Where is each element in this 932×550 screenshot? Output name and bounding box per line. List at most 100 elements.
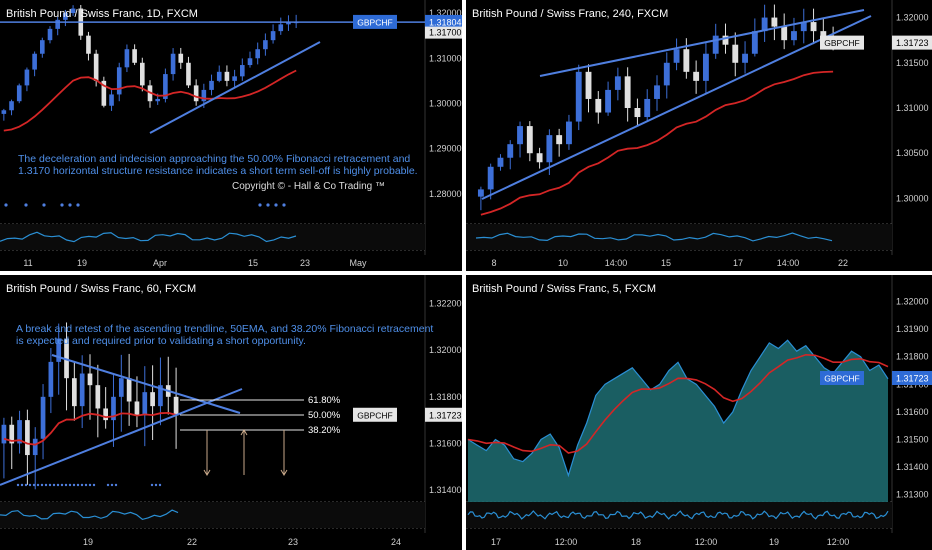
candle-body [556, 135, 563, 145]
candle-body [55, 19, 60, 29]
x-tick-label: 10 [558, 258, 568, 268]
panel-divider-horizontal [0, 271, 932, 275]
candle-body [173, 396, 179, 416]
candle-body [507, 144, 514, 158]
candle-body [240, 65, 245, 77]
panel-top-left[interactable]: 1.28000 1.29000 1.30000 1.31000 1.32000 11 19 A… [0, 0, 462, 271]
candle-body [150, 392, 155, 407]
candle-body [193, 85, 199, 102]
candle-body [693, 71, 700, 81]
candle-body [654, 85, 660, 99]
analysis-note: A break and retest of the ascending tren… [16, 323, 433, 347]
x-tick-label: 22 [838, 258, 848, 268]
candle-body [155, 98, 160, 102]
candle-body [595, 98, 602, 113]
x-tick-label: 19 [77, 258, 87, 268]
price-tag-value: 1.31723 [429, 410, 462, 420]
chart-tr[interactable]: 1.30000 1.30500 1.31000 1.31500 1.32000 8 10 14… [466, 0, 932, 271]
ema-line [480, 70, 834, 216]
copyright-text: Copyright © - Hall & Co Trading ™ [232, 181, 385, 192]
candle-body [702, 53, 709, 81]
candle-body [32, 53, 37, 70]
x-tick-label: 18 [631, 537, 641, 547]
candle-body [158, 385, 163, 407]
candle-body [791, 31, 797, 41]
candle-body [70, 8, 76, 14]
signal-dot [20, 483, 24, 487]
signal-dot [150, 483, 154, 487]
price-tag-value-box [425, 407, 462, 422]
x-tick-label: 15 [248, 258, 258, 268]
arrow-head [240, 429, 248, 436]
candle-body [732, 44, 739, 63]
y-tick-label: 1.31800 [896, 352, 929, 362]
signal-dot [266, 203, 270, 207]
candle-body [40, 396, 46, 439]
candle-body [546, 135, 553, 163]
panel-bottom-left[interactable]: 1.31400 1.31600 1.31800 1.32000 1.32200 19 22 2… [0, 275, 462, 550]
note-line: A break and retest of the ascending tren… [16, 323, 434, 335]
y-tick-label: 1.28000 [429, 189, 462, 199]
y-tick-label: 1.31000 [429, 53, 462, 63]
chart-br[interactable]: 1.313001.314001.315001.316001.317001.318… [466, 275, 932, 550]
candle-body [56, 338, 62, 362]
candle-body [24, 69, 30, 86]
candle-body [1, 110, 7, 114]
y-tick-label: 1.31000 [896, 103, 929, 113]
signal-dot [282, 203, 286, 207]
candle-body [722, 35, 729, 45]
x-tick-label: 23 [300, 258, 310, 268]
signal-dot [24, 203, 28, 207]
candle-body [286, 22, 291, 25]
fib-level-label: 38.20% [308, 425, 341, 436]
candle-body [201, 89, 207, 102]
arrow-head [280, 469, 288, 476]
fib-level-label: 50.00% [308, 410, 341, 421]
note-line: 1.3170 horizontal structure resistance i… [18, 165, 418, 177]
y-tick-label: 1.31400 [896, 462, 929, 472]
area-fill [468, 340, 888, 503]
chart-tl[interactable]: 1.28000 1.29000 1.30000 1.31000 1.32000 11 19 A… [0, 0, 462, 271]
candle-body [9, 101, 14, 111]
candle-body [751, 31, 758, 54]
panel-bottom-right[interactable]: 1.313001.314001.315001.316001.317001.318… [466, 275, 932, 550]
price-tag-symbol: GBPCHF [357, 17, 392, 27]
ema-line [3, 69, 297, 132]
oscillator-line [0, 509, 179, 521]
signal-dot [52, 483, 56, 487]
panel-top-right[interactable]: 1.30000 1.30500 1.31000 1.31500 1.32000 8 10 14… [466, 0, 932, 271]
x-tick-label: 23 [288, 537, 298, 547]
candle-body [124, 49, 130, 68]
x-tick-label: 17 [733, 258, 743, 268]
candle-body [771, 17, 778, 27]
candle-body [109, 94, 114, 106]
signal-dot [258, 203, 262, 207]
fib-level-label: 61.80% [308, 395, 341, 406]
candle-body [781, 26, 788, 41]
y-tick-label: 1.31800 [429, 392, 462, 402]
y-tick-label: 1.32000 [429, 345, 462, 355]
signal-dot [44, 483, 48, 487]
x-tick-label: 15 [661, 258, 671, 268]
price-tag-value: 1.31723 [896, 38, 929, 48]
signal-dot [60, 483, 64, 487]
x-tick-label: 12:00 [827, 537, 850, 547]
y-tick-label: 1.32000 [896, 297, 929, 307]
chart-title: British Pound / Swiss Franc, 5, FXCM [472, 283, 656, 295]
signal-dot [60, 203, 64, 207]
indicator-pane [0, 224, 425, 250]
x-tick-label: 12:00 [695, 537, 718, 547]
chart-bl[interactable]: 1.31400 1.31600 1.31800 1.32000 1.32200 19 22 2… [0, 275, 462, 550]
signal-dot [48, 483, 52, 487]
arrow-head [203, 469, 211, 476]
oscillator-line [475, 232, 833, 242]
candle-body [142, 392, 148, 416]
price-tag-symbol: GBPCHF [824, 373, 859, 383]
candle-body [17, 420, 22, 444]
candle-body [624, 76, 631, 108]
candle-body [232, 76, 237, 81]
candle-body [86, 35, 91, 54]
ema-line [3, 411, 177, 446]
x-tick-label: 19 [83, 537, 93, 547]
signal-dot [56, 483, 60, 487]
